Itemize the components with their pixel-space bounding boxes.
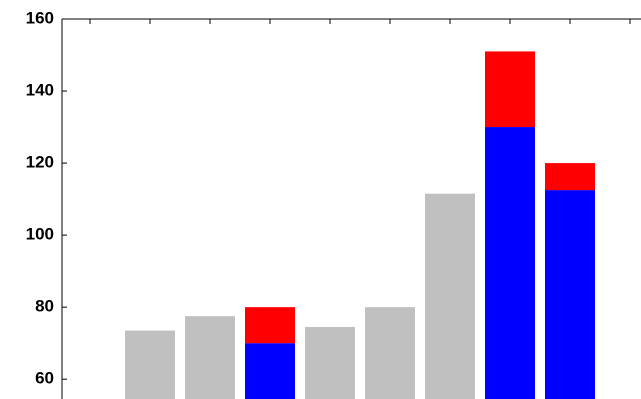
y-tick-label: 60 <box>35 369 54 388</box>
bar-segment <box>245 343 295 399</box>
bar-segment <box>185 316 235 399</box>
bar-segment <box>545 163 595 191</box>
bar-segment <box>545 190 595 399</box>
bar-segment <box>485 51 535 128</box>
bar-segment <box>365 307 415 399</box>
y-tick-label: 120 <box>26 153 54 172</box>
bar-segment <box>485 127 535 399</box>
bar-segment <box>125 330 175 399</box>
bar-segment <box>245 307 295 344</box>
bar-segment <box>425 193 475 399</box>
y-tick-label: 160 <box>26 8 54 27</box>
bar-segment <box>305 326 355 399</box>
y-tick-label: 100 <box>26 225 54 244</box>
y-tick-label: 80 <box>35 297 54 316</box>
y-tick-label: 140 <box>26 81 54 100</box>
